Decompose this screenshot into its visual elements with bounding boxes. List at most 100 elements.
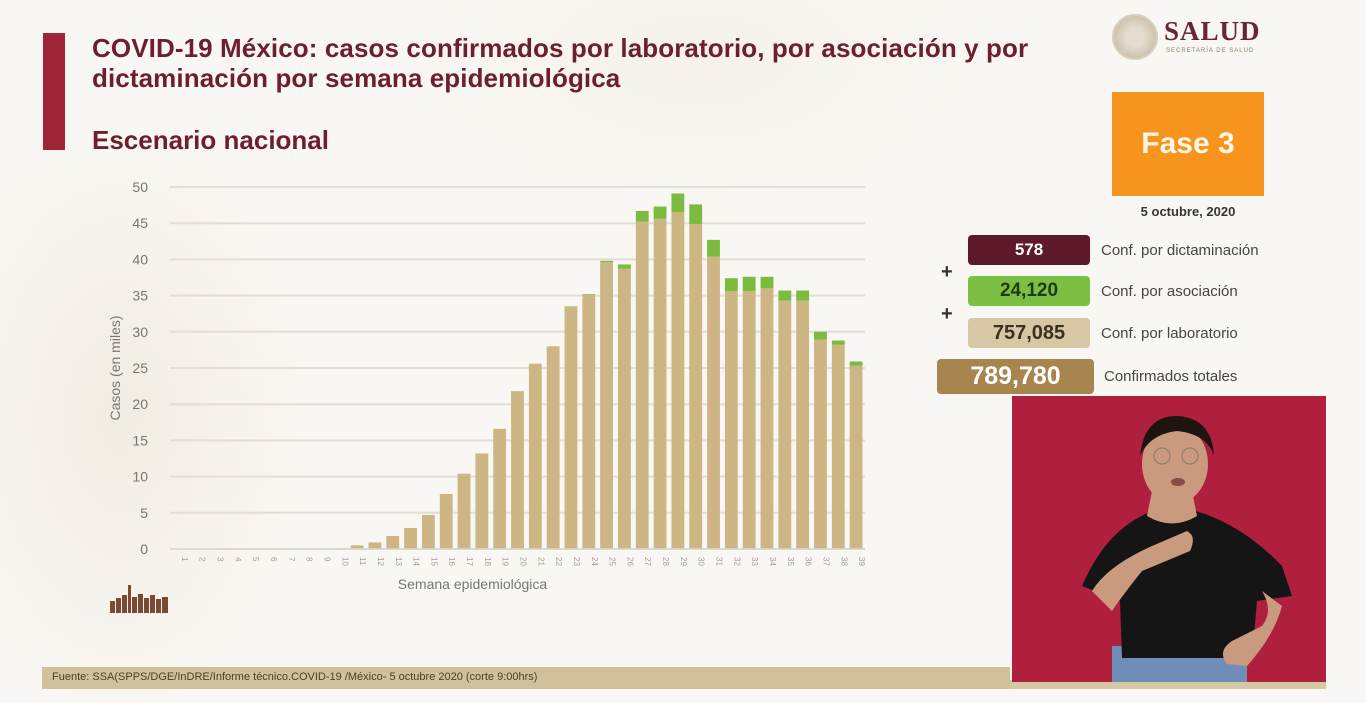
x-tick-label: 4 bbox=[233, 557, 242, 562]
x-tick-label: 35 bbox=[786, 557, 795, 566]
phase-date: 5 octubre, 2020 bbox=[1140, 204, 1236, 219]
bar-segment bbox=[653, 206, 667, 219]
bar-segment bbox=[653, 218, 667, 549]
national-seal-icon bbox=[1112, 14, 1158, 60]
bar-segment bbox=[546, 346, 560, 549]
bar-segment bbox=[635, 210, 649, 222]
value-laboratorio: 757,085 bbox=[992, 321, 1066, 344]
bar-segment bbox=[778, 290, 792, 301]
bar-segment bbox=[760, 288, 774, 549]
x-tick-label: 29 bbox=[679, 557, 688, 566]
bar-segment bbox=[368, 542, 382, 549]
x-tick-label: 31 bbox=[715, 557, 724, 566]
bar-segment bbox=[707, 239, 720, 257]
bar-segment bbox=[350, 545, 364, 549]
stacked-bar-chart: 0 5 10 15 20 25 30 35 40 45 50 Casos (en miles) 1 2 3 4… bbox=[100, 175, 880, 595]
y-tick-label: 10 bbox=[132, 469, 148, 485]
label-dictaminacion: Conf. por dictaminación bbox=[1101, 241, 1259, 259]
salud-logo: SALUD SECRETARÍA DE SALUD bbox=[1112, 14, 1272, 64]
source-text: Fuente: SSA(SPPS/DGE/InDRE/Informe técni… bbox=[52, 671, 538, 683]
value-dictaminacion: 578 bbox=[1014, 240, 1044, 259]
title-accent-bar bbox=[43, 33, 65, 150]
bar-segment bbox=[439, 493, 453, 549]
x-tick-label: 30 bbox=[697, 557, 706, 566]
bar-segment bbox=[582, 294, 596, 549]
x-tick-label: 16 bbox=[447, 557, 456, 566]
value-pill-asociacion: 24,120 bbox=[968, 276, 1090, 306]
bar-segment bbox=[742, 291, 756, 549]
bar-segment bbox=[814, 339, 827, 549]
x-tick-label: 7 bbox=[287, 557, 296, 562]
x-tick-label: 23 bbox=[572, 557, 581, 566]
bar-segment bbox=[849, 365, 863, 549]
bar-segment bbox=[671, 212, 685, 549]
x-tick-label: 2 bbox=[198, 557, 207, 562]
bicentenario-logo-icon bbox=[110, 585, 168, 613]
bar-segment bbox=[600, 262, 614, 549]
x-tick-label: 33 bbox=[750, 557, 759, 566]
bar-segment bbox=[796, 290, 810, 301]
x-tick-label: 6 bbox=[269, 557, 278, 562]
y-axis-label: Casos (en miles) bbox=[107, 315, 123, 420]
value-pill-totales: 789,780 bbox=[937, 359, 1094, 394]
x-tick-label: 37 bbox=[821, 557, 830, 566]
source-footer: Fuente: SSA(SPPS/DGE/InDRE/Informe técni… bbox=[42, 667, 1010, 689]
bar-segment bbox=[404, 528, 417, 549]
bar-segment bbox=[724, 291, 738, 549]
x-tick-label: 22 bbox=[554, 557, 563, 566]
x-tick-label: 11 bbox=[358, 557, 367, 566]
bar-segment bbox=[707, 256, 720, 549]
legend-row-dictaminacion: 578 Conf. por dictaminación bbox=[968, 235, 1259, 265]
bar-segment bbox=[600, 260, 614, 263]
plus-sign-2: + bbox=[941, 303, 953, 325]
bar-segment bbox=[671, 193, 685, 213]
x-tick-label: 10 bbox=[340, 557, 349, 566]
bar-segment bbox=[796, 300, 810, 549]
bar-segment bbox=[724, 278, 738, 292]
logo-tagline: SECRETARÍA DE SALUD bbox=[1166, 48, 1255, 54]
y-tick-label: 45 bbox=[132, 215, 148, 231]
x-tick-label: 17 bbox=[465, 557, 474, 566]
x-tick-label: 32 bbox=[732, 557, 741, 566]
bar-segment bbox=[493, 428, 507, 549]
label-totales: Confirmados totales bbox=[1104, 368, 1238, 385]
bar-segment bbox=[760, 276, 774, 289]
bar-segment bbox=[635, 221, 649, 549]
x-tick-label: 36 bbox=[804, 557, 813, 566]
bar-segment bbox=[475, 453, 489, 549]
x-tick-label: 21 bbox=[536, 557, 545, 566]
value-asociacion: 24,120 bbox=[999, 280, 1059, 301]
y-tick-label: 5 bbox=[140, 505, 148, 521]
footer-strip bbox=[1010, 680, 1326, 689]
bar-segment bbox=[618, 268, 631, 549]
legend-row-laboratorio: 757,085 Conf. por laboratorio bbox=[968, 318, 1238, 348]
x-tick-label: 14 bbox=[412, 557, 421, 566]
bar-segment bbox=[386, 535, 400, 549]
x-tick-label: 39 bbox=[857, 557, 866, 566]
x-tick-label: 24 bbox=[590, 557, 599, 566]
x-tick-label: 25 bbox=[608, 557, 617, 566]
y-tick-label: 0 bbox=[140, 541, 148, 557]
bar-segment bbox=[689, 204, 703, 224]
legend-row-totales: 789,780 Confirmados totales bbox=[937, 359, 1237, 394]
x-tick-label: 20 bbox=[519, 557, 528, 566]
y-tick-label: 30 bbox=[132, 324, 148, 340]
bar-segment bbox=[849, 361, 863, 366]
x-tick-label: 15 bbox=[429, 557, 438, 566]
phase-label: Fase 3 bbox=[1141, 127, 1235, 160]
x-tick-label: 18 bbox=[483, 557, 492, 566]
bar-segment bbox=[831, 340, 845, 345]
bar-segment bbox=[831, 344, 845, 549]
bar-segment bbox=[742, 276, 756, 292]
y-tick-label: 35 bbox=[132, 288, 148, 304]
page-subtitle: Escenario nacional bbox=[92, 125, 329, 155]
y-tick-label: 20 bbox=[132, 396, 148, 412]
y-tick-label: 15 bbox=[132, 432, 148, 448]
y-tick-label: 50 bbox=[132, 179, 148, 195]
bar-segment bbox=[582, 294, 596, 295]
x-tick-label: 9 bbox=[322, 557, 331, 562]
x-tick-label: 26 bbox=[625, 557, 634, 566]
x-tick-label: 8 bbox=[305, 557, 314, 562]
label-laboratorio: Conf. por laboratorio bbox=[1101, 324, 1238, 342]
